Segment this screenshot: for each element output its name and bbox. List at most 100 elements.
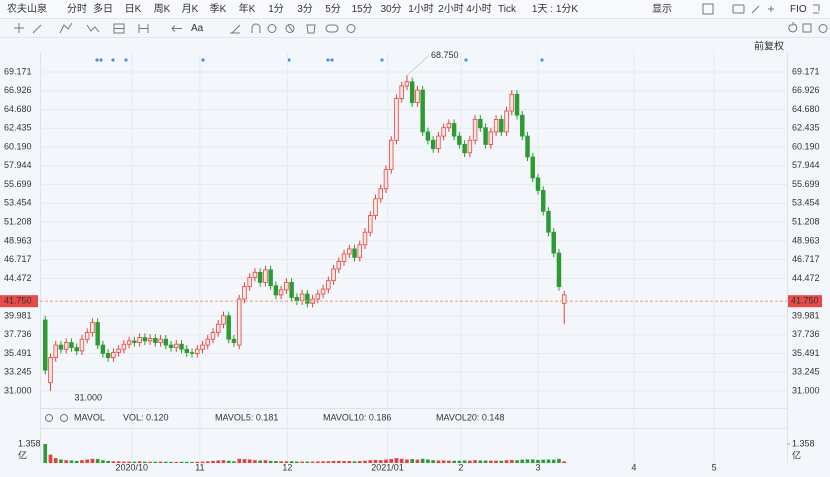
event-dot	[540, 58, 544, 62]
volume-bar	[336, 460, 341, 463]
symbol-tab[interactable]: 农夫山泉	[7, 2, 47, 15]
period-tab[interactable]: 日K	[125, 4, 142, 15]
period-tab[interactable]: 周K	[154, 3, 171, 15]
volume-bar	[399, 458, 404, 463]
logo[interactable]: FIO	[790, 4, 807, 15]
period-tab[interactable]: 多日	[93, 2, 113, 15]
period-tab[interactable]: 2小时	[438, 3, 464, 15]
candle-body	[305, 293, 310, 304]
candle-body	[446, 123, 452, 129]
candle-body	[451, 123, 457, 137]
volume-bar	[237, 458, 242, 463]
candle-body	[58, 344, 64, 350]
volume-bar	[373, 459, 378, 463]
period-tab[interactable]: 4小时	[466, 3, 492, 15]
candle-body	[179, 343, 184, 350]
candle-body	[184, 348, 190, 353]
x-tick-label: 5	[712, 462, 717, 472]
period-tab[interactable]: 月K	[182, 3, 199, 15]
period-tab[interactable]: 3分	[297, 3, 313, 15]
lock-tool[interactable]	[267, 24, 277, 33]
period-tab[interactable]: 1分	[268, 3, 284, 15]
trend-tool[interactable]	[59, 22, 73, 34]
checkbox[interactable]	[702, 3, 714, 15]
volume-bar	[148, 461, 152, 463]
magnet-tool[interactable]	[251, 23, 261, 33]
compare-tool[interactable]	[325, 24, 339, 33]
candle-body	[137, 337, 142, 343]
volume-bar	[295, 461, 299, 463]
indicator-name[interactable]: MAVOL	[74, 412, 105, 422]
fib-tool[interactable]	[113, 23, 125, 34]
volume-bar	[221, 460, 226, 463]
pencil-tool[interactable]	[230, 24, 241, 34]
expand-icon[interactable]	[813, 4, 820, 14]
candle-body	[320, 288, 326, 295]
y-tick-label: 66.926	[4, 85, 32, 95]
y-tick-label: 44.472	[4, 273, 32, 283]
period-tab[interactable]: 年K	[239, 2, 256, 15]
period-tab[interactable]: 季K	[210, 3, 227, 15]
indicator-value: MAVOL5: 0.181	[215, 412, 278, 422]
last-price-box	[788, 295, 822, 308]
link-icon[interactable]	[768, 6, 774, 12]
indicator-settings[interactable]	[45, 414, 53, 422]
candle-body	[294, 297, 300, 302]
volume-bar	[384, 459, 388, 463]
range-tool[interactable]	[138, 24, 149, 33]
period-tab[interactable]: 分时	[67, 3, 87, 15]
period-tab[interactable]: 1天 : 1分K	[532, 3, 578, 15]
last-price-box	[0, 295, 38, 308]
volume-bar	[263, 460, 268, 463]
candle-body	[541, 190, 546, 212]
period-tab[interactable]: Tick	[498, 4, 517, 15]
volume-bar	[546, 459, 551, 463]
y-tick-label: 64.680	[792, 104, 820, 114]
layout-icon[interactable]	[802, 23, 812, 33]
hide-tool[interactable]	[285, 24, 295, 33]
indicator-switch[interactable]	[60, 414, 68, 422]
candle-body	[514, 93, 520, 116]
y-tick-label: 57.944	[4, 160, 32, 170]
volume-bar	[111, 461, 116, 463]
hide-tool-slash	[287, 24, 294, 33]
y-tick-label: 35.491	[792, 348, 820, 358]
event-dot	[464, 58, 468, 62]
adjust-menu[interactable]: 前复权	[754, 40, 784, 53]
delete-tool[interactable]	[306, 24, 316, 34]
drawing-tools[interactable]	[14, 22, 828, 34]
candle-body	[278, 289, 284, 296]
wave-tool[interactable]	[86, 24, 100, 33]
camera-icon[interactable]	[732, 4, 745, 14]
text-tool[interactable]: Aa	[191, 23, 204, 34]
volume-bar	[174, 461, 179, 463]
event-dot	[380, 58, 384, 62]
event-dot	[124, 58, 128, 62]
candle-body	[378, 188, 383, 200]
reset-icon[interactable]	[788, 22, 798, 33]
volume-bar	[279, 461, 283, 463]
line-tool[interactable]	[32, 24, 42, 34]
period-tab[interactable]: 30分	[380, 3, 401, 15]
volume-bar	[106, 460, 110, 463]
y-tick-label: 33.245	[4, 367, 32, 377]
pen-icon[interactable]	[751, 5, 760, 14]
settings-tool[interactable]	[346, 24, 356, 33]
candle-body	[457, 135, 462, 145]
volume-bar	[268, 460, 273, 463]
top-right-icons[interactable]	[702, 3, 820, 15]
volume-bar	[116, 461, 121, 463]
volume-bar	[59, 459, 63, 463]
y-tick-label: 69.171	[4, 66, 32, 76]
zoom-icon[interactable]	[818, 24, 828, 33]
volume-bar	[473, 460, 477, 463]
crosshair-tool[interactable]	[14, 23, 24, 33]
candle-body	[268, 269, 273, 287]
display-menu[interactable]: 显示	[652, 3, 672, 15]
period-tab[interactable]: 5分	[325, 3, 341, 15]
period-tab[interactable]: 1小时	[408, 3, 434, 15]
arrow-tool[interactable]	[171, 25, 182, 32]
volume-bar	[274, 461, 278, 463]
period-tab[interactable]: 15分	[351, 3, 372, 15]
event-dot	[111, 58, 115, 62]
